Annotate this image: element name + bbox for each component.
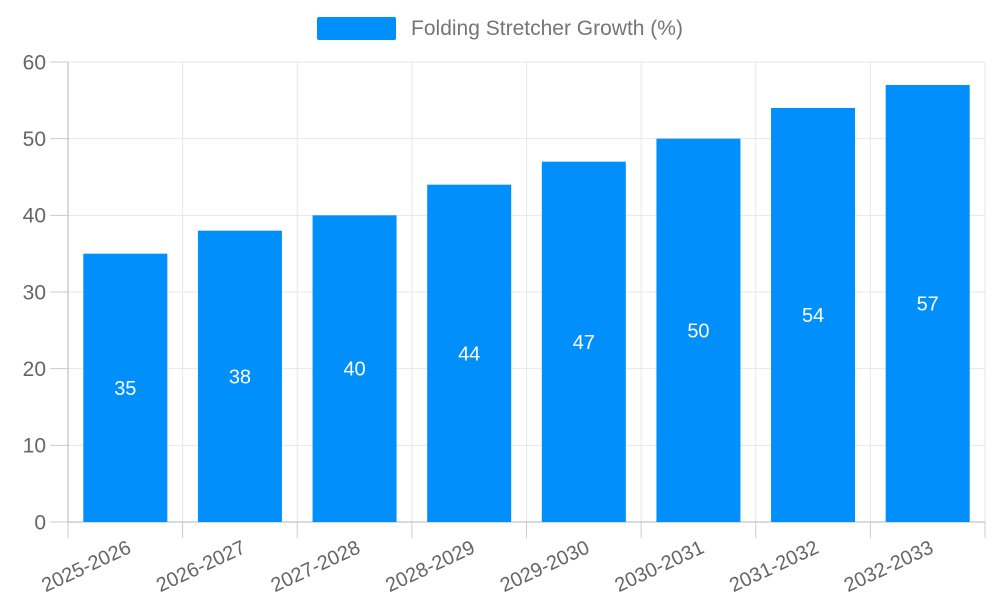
x-tick-label: 2029-2030 <box>497 537 593 597</box>
x-tick-label: 2028-2029 <box>382 537 478 597</box>
x-tick-label: 2032-2033 <box>841 537 937 597</box>
chart-legend-item[interactable]: Folding Stretcher Growth (%) <box>0 17 1000 40</box>
x-tick-label: 2030-2031 <box>612 537 708 597</box>
x-tick-label: 2026-2027 <box>153 537 249 597</box>
y-tick-label: 10 <box>23 435 46 458</box>
bar[interactable] <box>427 184 512 522</box>
bar[interactable] <box>885 85 970 522</box>
y-tick-label: 30 <box>23 281 46 304</box>
bar-value-label: 57 <box>917 294 939 316</box>
bar[interactable] <box>197 230 282 522</box>
y-tick-label: 50 <box>23 128 46 151</box>
bar-value-label: 35 <box>114 378 136 400</box>
x-tick-label: 2027-2028 <box>268 537 364 597</box>
bar-value-label: 54 <box>802 305 824 327</box>
x-tick-label: 2031-2032 <box>726 537 822 597</box>
x-tick-label: 2025-2026 <box>38 537 134 597</box>
bar[interactable] <box>83 253 168 522</box>
legend-swatch <box>317 17 397 40</box>
bar[interactable] <box>656 138 741 522</box>
bar[interactable] <box>312 215 397 523</box>
bar-value-label: 38 <box>229 366 251 388</box>
bar-value-label: 44 <box>458 343 480 365</box>
y-tick-label: 40 <box>23 205 46 228</box>
bar-value-label: 50 <box>687 320 709 342</box>
y-tick-label: 0 <box>34 511 46 534</box>
y-tick-label: 20 <box>23 358 46 381</box>
legend-label: Folding Stretcher Growth (%) <box>411 17 683 40</box>
bar-value-label: 40 <box>343 359 365 381</box>
bar[interactable] <box>541 161 626 522</box>
y-tick-label: 60 <box>23 51 46 74</box>
bar-value-label: 47 <box>573 332 595 354</box>
bar[interactable] <box>771 108 856 522</box>
